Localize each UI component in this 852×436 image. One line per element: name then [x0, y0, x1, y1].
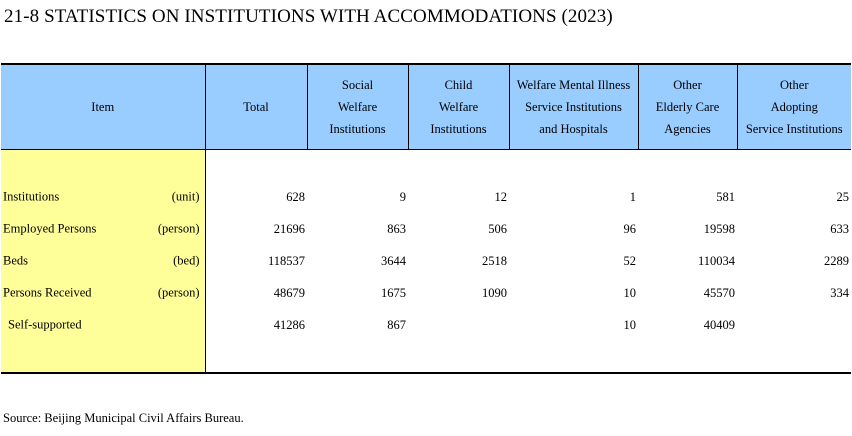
- header-adopting: Other Adopting Service Institutions: [736, 64, 851, 150]
- statistics-table: Item Total Social Welfare Institutions C…: [1, 63, 851, 374]
- row-label-cell: Self-supported: [1, 309, 206, 341]
- cell-elderly-care: 45570: [703, 285, 735, 300]
- header-social-welfare: Social Welfare Institutions: [306, 64, 408, 150]
- header-row: Item Total Social Welfare Institutions C…: [1, 64, 851, 150]
- cell-elderly-care: 19598: [703, 221, 735, 236]
- cell-mental-illness: 52: [623, 253, 637, 268]
- row-unit: (person): [157, 285, 200, 300]
- cell-adopting: 334: [830, 285, 849, 300]
- cell-adopting: 25: [836, 189, 850, 204]
- cell-mental-illness: 96: [623, 221, 637, 236]
- header-mental-illness: Welfare Mental Illness Service Instituti…: [508, 64, 638, 150]
- row-label: Employed Persons: [3, 221, 97, 236]
- row-label: Persons Received: [3, 285, 92, 300]
- cell-total: 41286: [273, 317, 305, 332]
- header-item: Item: [1, 64, 205, 150]
- table-row: Self-supported 41286 867 10 40409: [1, 309, 851, 341]
- cell-social-welfare: 3644: [381, 253, 406, 268]
- cell-child-welfare: 506: [488, 221, 507, 236]
- cell-social-welfare: 1675: [381, 285, 406, 300]
- cell-mental-illness: 10: [623, 285, 637, 300]
- row-unit: (unit): [171, 189, 200, 204]
- cell-mental-illness: 10: [623, 317, 637, 332]
- cell-total: 48679: [273, 285, 305, 300]
- cell-social-welfare: 863: [387, 221, 406, 236]
- cell-adopting: 633: [830, 221, 849, 236]
- cell-total: 21696: [273, 221, 305, 236]
- spacer-row: [1, 149, 851, 181]
- cell-social-welfare: 867: [387, 317, 406, 332]
- row-unit: (bed): [173, 253, 200, 268]
- table-row: Beds (bed) 118537 3644 2518 52 110034 22…: [1, 245, 851, 277]
- spacer-row: [1, 341, 851, 373]
- cell-child-welfare: 2518: [482, 253, 507, 268]
- row-label-cell: Beds (bed): [1, 245, 206, 277]
- row-label-cell: Institutions (unit): [1, 181, 206, 213]
- cell-adopting: 2289: [824, 253, 849, 268]
- header-total: Total: [204, 64, 307, 150]
- cell-elderly-care: 110034: [697, 253, 735, 268]
- cell-total: 118537: [267, 253, 305, 268]
- cell-child-welfare: [408, 309, 509, 341]
- row-label: Self-supported: [8, 317, 82, 332]
- cell-total: 628: [286, 189, 305, 204]
- cell-elderly-care: 40409: [703, 317, 735, 332]
- cell-social-welfare: 9: [399, 189, 406, 204]
- cell-elderly-care: 581: [716, 189, 735, 204]
- row-label: Institutions: [3, 189, 60, 204]
- table-row: Persons Received (person) 48679 1675 109…: [1, 277, 851, 309]
- row-label-cell: Persons Received (person): [1, 277, 206, 309]
- cell-adopting: [737, 309, 851, 341]
- table-row: Employed Persons (person) 21696 863 506 …: [1, 213, 851, 245]
- row-unit: (person): [157, 221, 200, 236]
- cell-mental-illness: 1: [629, 189, 636, 204]
- header-elderly-care: Other Elderly Care Agencies: [637, 64, 737, 150]
- row-label-cell: Employed Persons (person): [1, 213, 206, 245]
- source-note: Source: Beijing Municipal Civil Affairs …: [3, 411, 244, 425]
- table-row: Institutions (unit) 628 9 12 1 581 25: [1, 181, 851, 213]
- header-child-welfare: Child Welfare Institutions: [407, 64, 509, 150]
- page-title: 21-8 STATISTICS ON INSTITUTIONS WITH ACC…: [4, 6, 613, 27]
- cell-child-welfare: 1090: [482, 285, 507, 300]
- cell-child-welfare: 12: [494, 189, 508, 204]
- row-label: Beds: [3, 253, 28, 268]
